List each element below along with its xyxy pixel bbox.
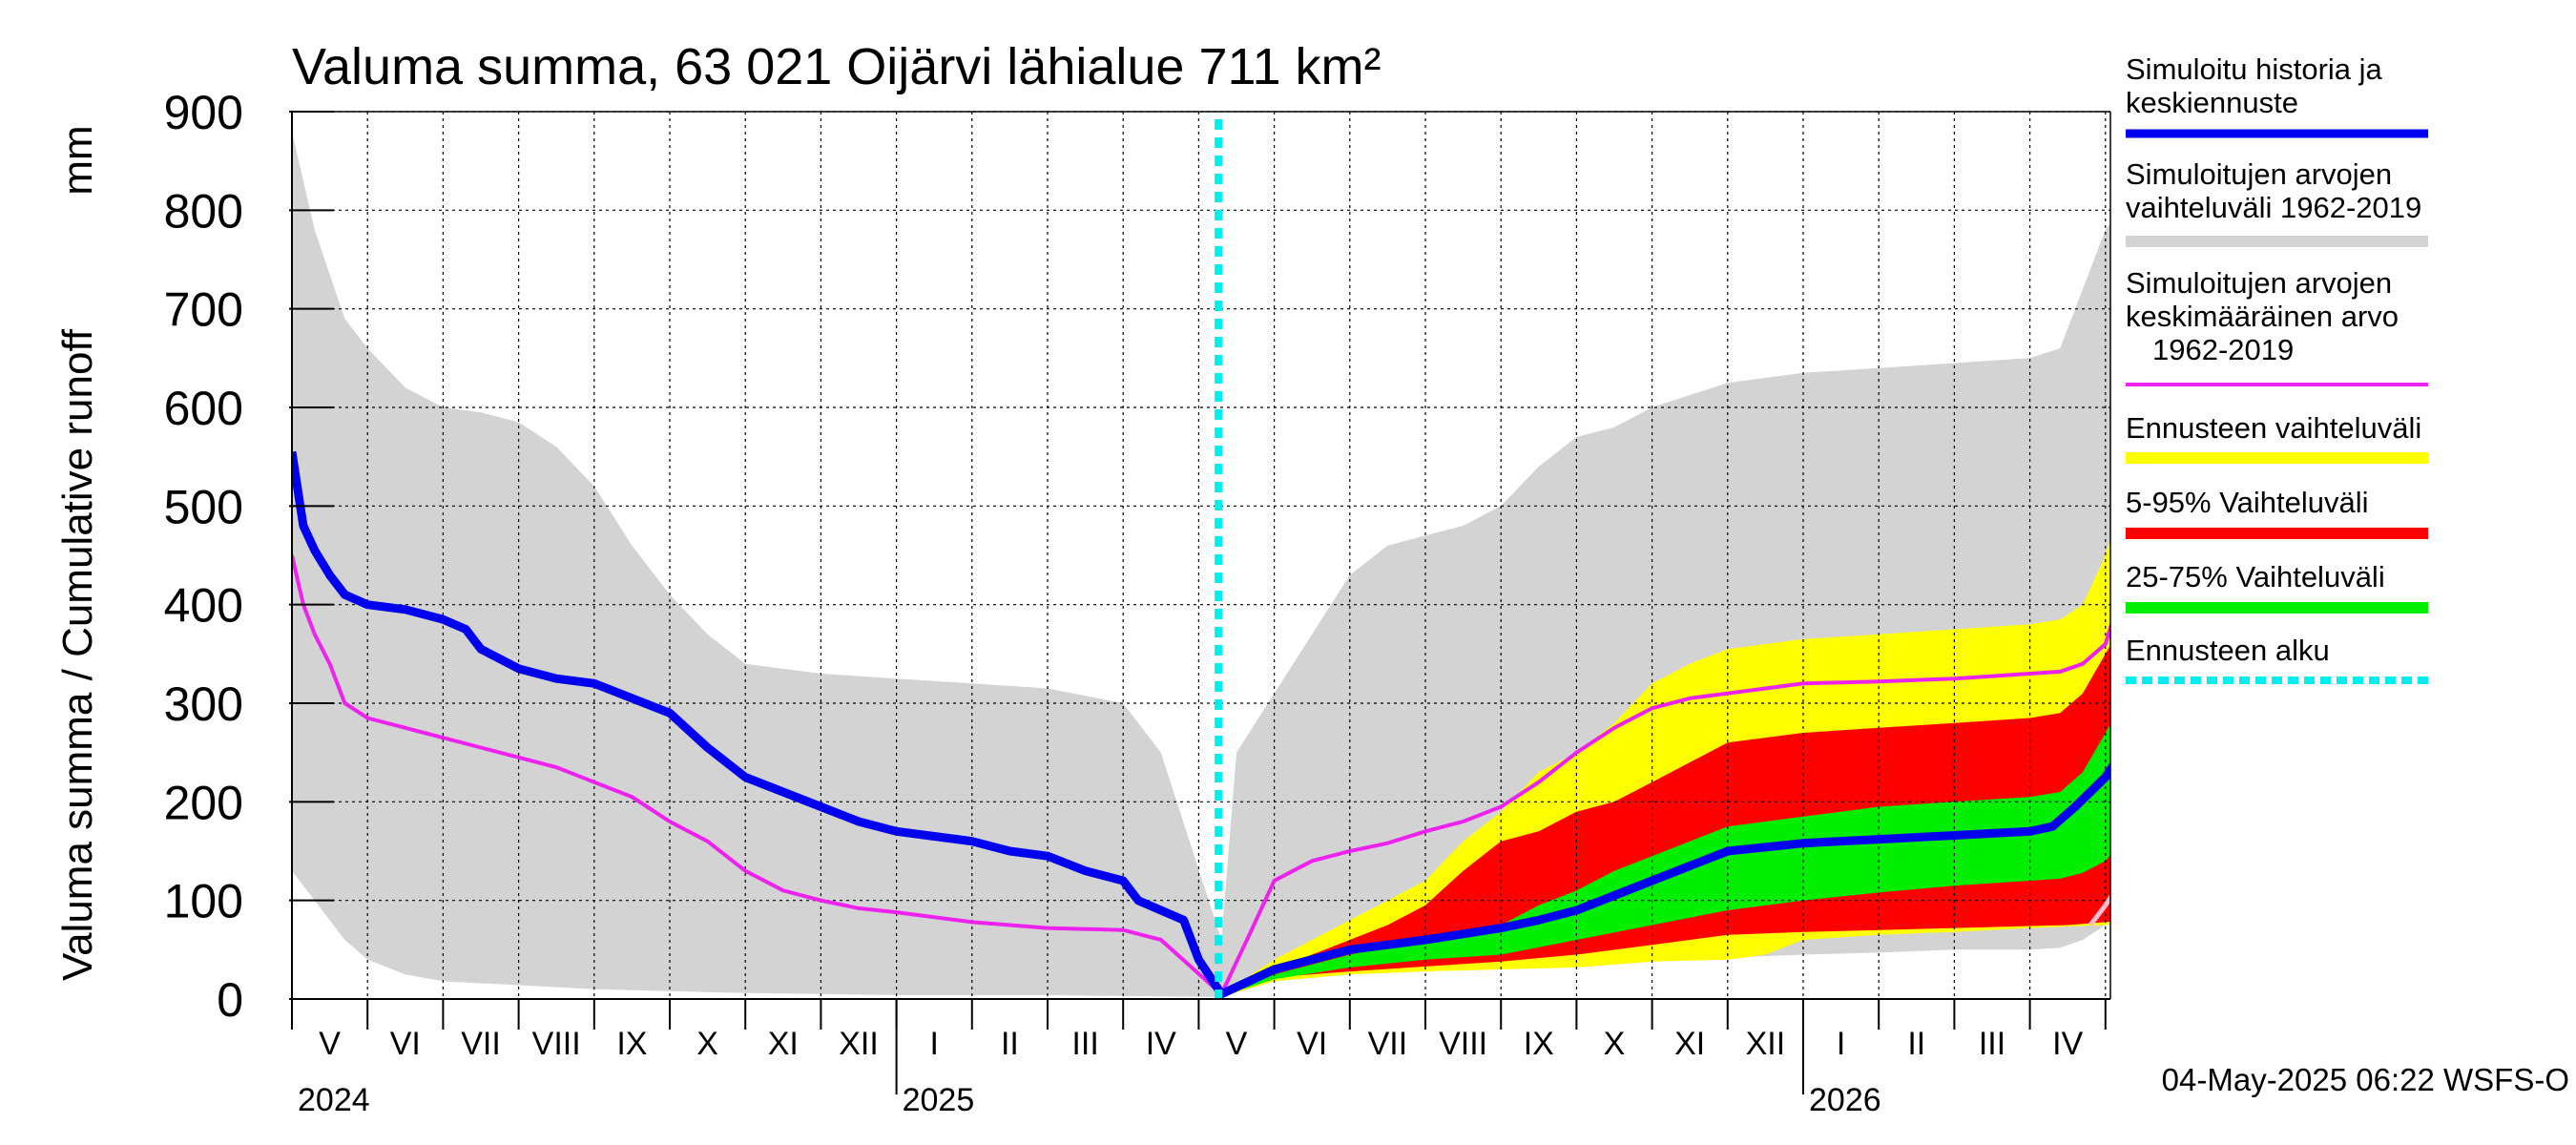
year-label: 2024 bbox=[298, 1082, 370, 1118]
month-label: I bbox=[929, 1026, 938, 1062]
p25-75-band bbox=[1221, 723, 2110, 996]
month-label: I bbox=[1837, 1026, 1845, 1062]
month-label: IV bbox=[2052, 1026, 2083, 1062]
month-label: VIII bbox=[532, 1026, 581, 1062]
y-tick-label: 500 bbox=[164, 480, 243, 533]
month-label: IX bbox=[616, 1026, 647, 1062]
month-label: X bbox=[1604, 1026, 1626, 1062]
y-tick-label: 200 bbox=[164, 776, 243, 829]
month-label: VI bbox=[1297, 1026, 1327, 1062]
legend-label: Simuloitujen arvojen bbox=[2126, 157, 2392, 191]
legend-label: 5-95% Vaihteluväli bbox=[2126, 486, 2368, 519]
legend-label: keskimääräinen arvo bbox=[2126, 300, 2399, 333]
p5-95-band bbox=[1221, 645, 2110, 996]
month-label: VIII bbox=[1439, 1026, 1487, 1062]
legend-label: Ennusteen vaihteluväli bbox=[2126, 411, 2421, 445]
y-tick-label: 300 bbox=[164, 677, 243, 731]
y-tick-label: 100 bbox=[164, 875, 243, 928]
legend-label: 1962-2019 bbox=[2152, 333, 2294, 366]
year-label: 2025 bbox=[903, 1082, 975, 1118]
y-axis-label: Valuma summa / Cumulative runoff bbox=[54, 328, 101, 981]
year-label: 2026 bbox=[1809, 1082, 1881, 1118]
month-label: VII bbox=[1368, 1026, 1408, 1062]
plot-content bbox=[292, 111, 2110, 999]
month-label: XI bbox=[768, 1026, 799, 1062]
legend-label: Simuloitu historia ja bbox=[2126, 52, 2383, 86]
y-tick-label: 700 bbox=[164, 283, 243, 337]
y-tick-label: 800 bbox=[164, 184, 243, 238]
mean-line bbox=[292, 554, 2110, 998]
month-label: XII bbox=[839, 1026, 879, 1062]
month-label: III bbox=[1071, 1026, 1098, 1062]
month-label: IX bbox=[1524, 1026, 1554, 1062]
month-label: XII bbox=[1746, 1026, 1786, 1062]
y-tick-label: 900 bbox=[164, 86, 243, 139]
month-label: IV bbox=[1146, 1026, 1176, 1062]
history-median-line bbox=[292, 450, 2110, 999]
timestamp-label: 04-May-2025 06:22 WSFS-O bbox=[2162, 1062, 2569, 1097]
month-label: III bbox=[1979, 1026, 2005, 1062]
y-axis-unit: mm bbox=[54, 125, 101, 195]
month-label: V bbox=[319, 1026, 341, 1062]
y-tick-label: 400 bbox=[164, 579, 243, 633]
y-tick-label: 0 bbox=[217, 973, 243, 1027]
mean-tail-line bbox=[2088, 893, 2110, 927]
month-label: II bbox=[1001, 1026, 1019, 1062]
legend-label: Simuloitujen arvojen bbox=[2126, 266, 2392, 300]
legend-label: keskiennuste bbox=[2126, 86, 2298, 119]
month-label: X bbox=[696, 1026, 718, 1062]
y-tick-label: 600 bbox=[164, 382, 243, 435]
month-label: II bbox=[1907, 1026, 1925, 1062]
month-label: V bbox=[1226, 1026, 1248, 1062]
legend-label: 25-75% Vaihteluväli bbox=[2126, 560, 2385, 593]
month-label: VII bbox=[461, 1026, 501, 1062]
month-label: VI bbox=[390, 1026, 421, 1062]
legend-label: vaihteluväli 1962-2019 bbox=[2126, 191, 2421, 224]
chart-title: Valuma summa, 63 021 Oijärvi lähialue 71… bbox=[292, 38, 1381, 95]
month-label: XI bbox=[1674, 1026, 1705, 1062]
legend-label: Ennusteen alku bbox=[2126, 634, 2330, 667]
